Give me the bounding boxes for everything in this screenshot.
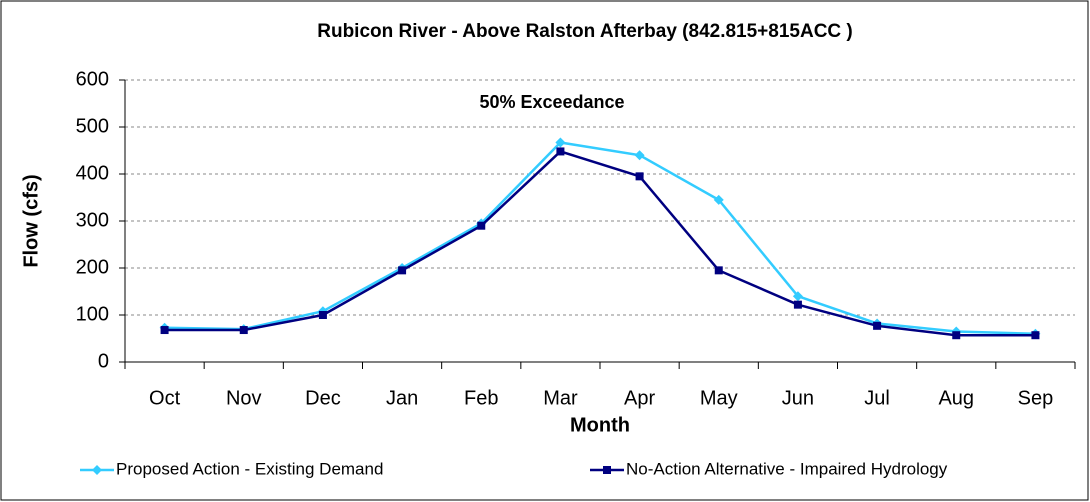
y-tick-label: 200	[76, 256, 109, 278]
data-point	[792, 291, 803, 302]
x-tick-label: Jun	[782, 387, 814, 409]
annotation: 50% Exceedance	[479, 92, 624, 112]
x-tick-label: Jul	[864, 387, 890, 409]
x-tick-label: Sep	[1018, 387, 1054, 409]
x-tick-label: Oct	[149, 387, 181, 409]
data-point	[873, 321, 882, 330]
data-point	[952, 331, 961, 340]
data-point	[239, 326, 248, 335]
x-axis-title: Month	[570, 414, 630, 436]
data-point	[555, 137, 566, 148]
x-tick-label: Apr	[624, 387, 655, 409]
x-tick-label: Dec	[305, 387, 341, 409]
data-point	[318, 311, 327, 319]
y-tick-label: 500	[76, 115, 109, 137]
data-point	[398, 266, 407, 275]
x-tick-label: Jan	[386, 387, 418, 409]
legend-label: Proposed Action - Existing Demand	[116, 459, 383, 478]
x-tick-label: Nov	[226, 387, 262, 409]
y-axis-title: Flow (cfs)	[20, 174, 42, 267]
y-tick-label: 300	[76, 209, 109, 231]
data-point	[793, 300, 802, 309]
series-line	[164, 141, 1036, 336]
x-tick-label: May	[700, 387, 738, 409]
y-tick-label: 400	[76, 162, 109, 184]
x-tick-label: Aug	[938, 387, 974, 409]
legend-marker	[603, 466, 611, 474]
y-tick-label: 100	[76, 303, 109, 325]
data-point	[714, 266, 723, 275]
y-tick-label: 0	[98, 350, 109, 372]
x-tick-label: Mar	[543, 387, 578, 409]
data-point	[634, 150, 645, 161]
legend-marker	[92, 465, 102, 475]
data-point	[556, 147, 565, 156]
data-point	[635, 172, 644, 181]
series-line	[164, 150, 1036, 337]
data-point	[477, 221, 486, 230]
data-point	[1031, 331, 1040, 340]
x-tick-label: Feb	[464, 387, 498, 409]
legend-label: No-Action Alternative - Impaired Hydrolo…	[626, 459, 948, 478]
data-point	[160, 326, 169, 335]
data-point	[713, 194, 724, 205]
chart-title: Rubicon River - Above Ralston Afterbay (…	[317, 21, 853, 42]
y-tick-label: 600	[76, 68, 109, 90]
